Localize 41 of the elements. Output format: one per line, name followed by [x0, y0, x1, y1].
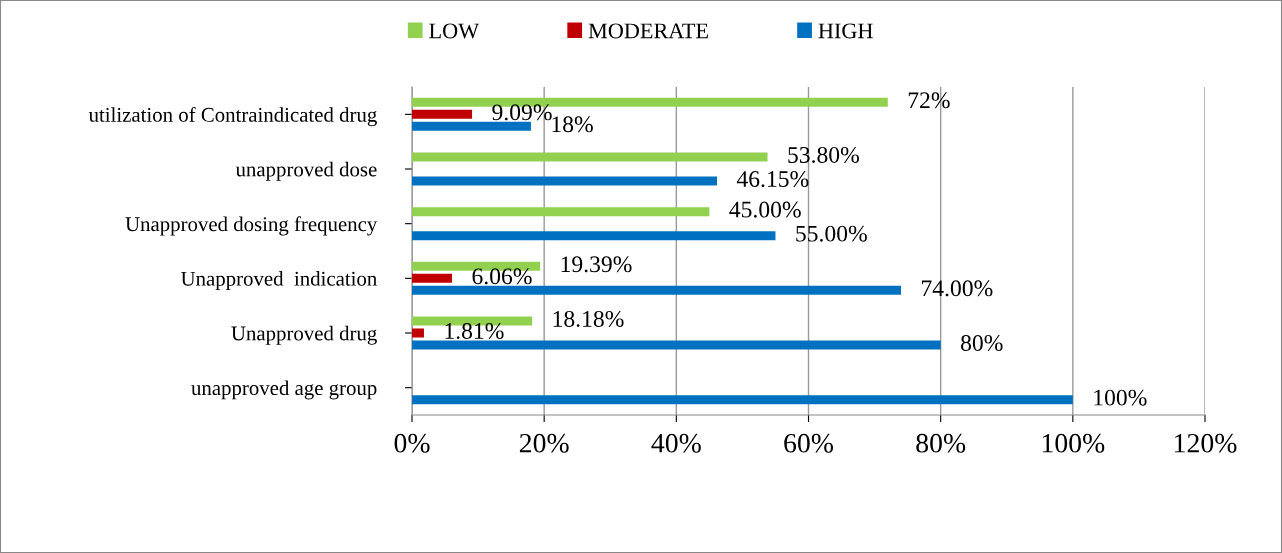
- legend-label: HIGH: [818, 23, 873, 39]
- data-label: 6.06%: [472, 268, 532, 285]
- bar: [412, 176, 717, 186]
- data-label: 53.80%: [788, 146, 859, 163]
- bar: [412, 328, 424, 338]
- bar: [412, 109, 473, 119]
- y-tick-label: Unapproved dosing frequency: [125, 216, 378, 236]
- y-tick-label: utilization of Contraindicated drug: [88, 107, 377, 127]
- bar: [412, 273, 453, 283]
- data-label: 80%: [961, 335, 1003, 352]
- legend-label: LOW: [429, 23, 480, 39]
- bar: [412, 340, 941, 350]
- bar: [412, 121, 531, 131]
- bar: [412, 285, 902, 295]
- x-tick-label: 0%: [394, 433, 430, 453]
- x-tick-label: 60%: [784, 433, 834, 453]
- x-tick-label: 40%: [651, 433, 701, 453]
- data-label: 100%: [1094, 389, 1147, 406]
- data-label: 55.00%: [796, 225, 867, 242]
- bar: [412, 231, 776, 241]
- legend-label: MODERATE: [588, 23, 708, 39]
- x-tick-label: 100%: [1042, 433, 1105, 453]
- data-label: 45.00%: [729, 201, 801, 218]
- x-tick-label: 80%: [916, 433, 966, 453]
- x-tick-label: 20%: [519, 433, 569, 453]
- y-tick-label: unapproved age group: [191, 380, 377, 400]
- bar: [412, 395, 1073, 405]
- y-tick-label: unapproved dose: [235, 161, 377, 181]
- data-label: 18.18%: [553, 310, 624, 327]
- data-label: 9.09%: [492, 104, 552, 121]
- x-tick-label: 120%: [1175, 433, 1237, 453]
- data-label: 1.81%: [445, 322, 504, 340]
- data-label: 18%: [552, 116, 593, 133]
- bar: [412, 152, 768, 162]
- y-tick-label: Unapproved indication: [181, 271, 377, 290]
- data-label: 19.39%: [561, 256, 632, 273]
- bar: [412, 207, 710, 217]
- data-label: 74.00%: [922, 280, 993, 297]
- y-tick-label: Unapproved drug: [231, 325, 377, 345]
- data-label: 72%: [908, 92, 950, 109]
- data-label: 46.15%: [736, 171, 809, 188]
